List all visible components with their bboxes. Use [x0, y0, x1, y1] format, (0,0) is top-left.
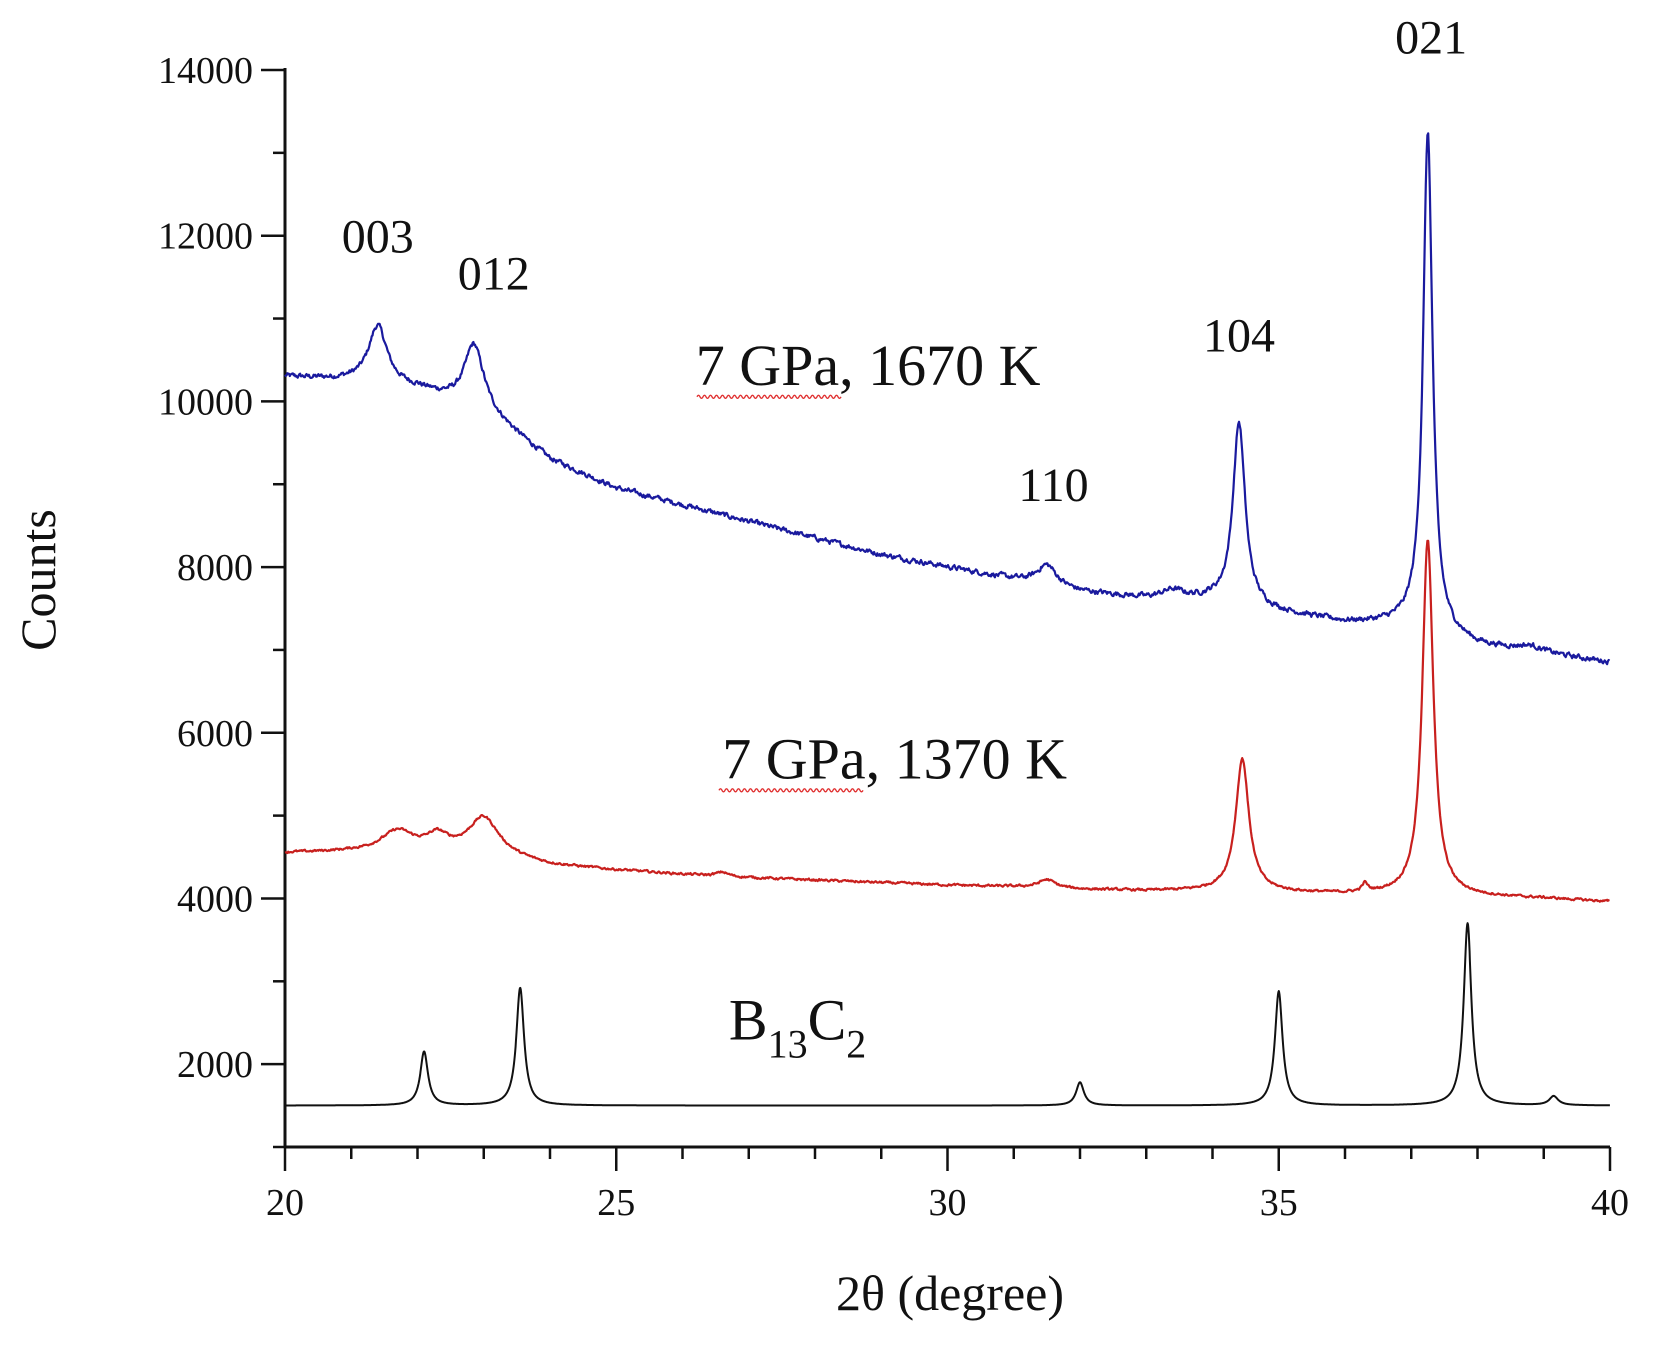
series-label-B13C2: B13C2 — [729, 987, 866, 1066]
y-tick-label: 6000 — [177, 713, 253, 755]
x-tick-label: 25 — [597, 1182, 635, 1224]
y-axis-title: Counts — [10, 509, 66, 651]
spellcheck-underline — [696, 394, 842, 399]
formula-part-sub1: 13 — [768, 1021, 808, 1066]
series-label-1370K: 7 GPa, 1370 K — [722, 726, 1067, 791]
peak-label: 104 — [1203, 310, 1275, 363]
series-line-B13C2 — [284, 922, 1611, 1107]
y-tick-label: 10000 — [158, 381, 253, 423]
x-axis-title: 2θ (degree) — [836, 1265, 1064, 1321]
y-tick-label: 2000 — [177, 1044, 253, 1086]
series-line-1670K — [284, 132, 1611, 666]
y-tick-label: 8000 — [177, 547, 253, 589]
axes: 2000 4000 6000 8000 10000 12000 14000 20 25 30 35 4… — [158, 50, 1629, 1224]
formula-part-mid: C — [808, 987, 847, 1052]
formula-part-sub2: 2 — [846, 1021, 866, 1066]
series-line-1370K — [284, 539, 1610, 903]
formula-part-main: B — [729, 987, 768, 1052]
y-tick-label: 14000 — [158, 50, 253, 92]
x-tick-label: 35 — [1260, 1182, 1298, 1224]
series-group — [284, 132, 1611, 1107]
x-tick-label: 20 — [266, 1182, 304, 1224]
spellcheck-underline — [718, 788, 864, 793]
y-tick-label: 4000 — [177, 878, 253, 920]
peak-label: 012 — [458, 248, 530, 301]
peak-label: 110 — [1018, 459, 1088, 512]
labels-group: 003 012 104 110 021 7 GPa, 1670 K 7 GPa, 1370 … — [342, 11, 1467, 1066]
x-tick-label: 30 — [929, 1182, 967, 1224]
peak-label: 003 — [342, 210, 414, 263]
y-tick-label: 12000 — [158, 216, 253, 258]
x-tick-label: 40 — [1591, 1182, 1629, 1224]
series-label-1670K: 7 GPa, 1670 K — [696, 333, 1041, 398]
peak-label: 021 — [1395, 11, 1467, 64]
